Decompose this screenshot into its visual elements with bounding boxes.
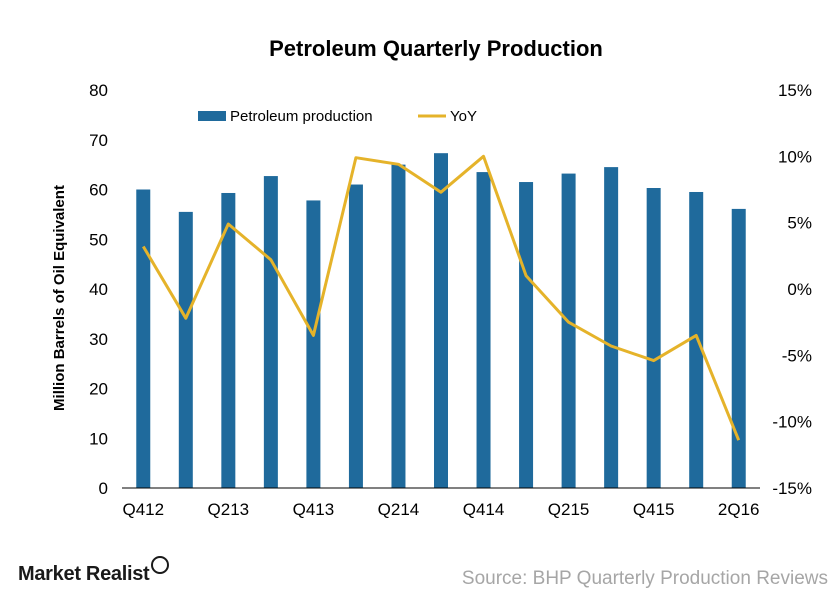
- magnifier-icon: [151, 556, 170, 574]
- chart-title: Petroleum Quarterly Production: [269, 36, 603, 61]
- brand-logo: Market Realist: [18, 556, 170, 586]
- bar: [561, 173, 576, 488]
- y2-tick-label: 15%: [778, 81, 812, 100]
- x-tick-label: 2Q16: [718, 500, 760, 519]
- y-tick-label: 20: [89, 380, 108, 399]
- legend-bar-label: Petroleum production: [230, 108, 373, 125]
- bar: [646, 188, 661, 488]
- bar: [604, 167, 619, 489]
- y2-tick-label: 5%: [787, 214, 812, 233]
- y2-tick-label: 0%: [787, 280, 812, 299]
- y2-tick-label: 10%: [778, 147, 812, 166]
- y-tick-label: 60: [89, 181, 108, 200]
- bar: [178, 211, 193, 488]
- y-tick-label: 0: [99, 479, 108, 498]
- yoy-line: [142, 154, 741, 441]
- chart: Petroleum Quarterly Production Million B…: [51, 36, 812, 519]
- y2-tick-label: -15%: [772, 479, 812, 498]
- source-note: Source: BHP Quarterly Production Reviews: [461, 568, 828, 589]
- x-tick-label: Q412: [122, 500, 164, 519]
- y-tick-label: 70: [89, 131, 108, 150]
- bar: [476, 172, 491, 488]
- brand-name: Market Realist: [18, 563, 150, 585]
- bar: [306, 200, 321, 488]
- y-tick-label: 40: [89, 280, 108, 299]
- y-tick-label: 80: [89, 81, 108, 100]
- bar: [689, 191, 704, 489]
- y2-tick-label: -5%: [782, 346, 812, 365]
- y-tick-label: 30: [89, 330, 108, 349]
- x-tick-label: Q213: [208, 500, 250, 519]
- x-tick-label: Q215: [548, 500, 590, 519]
- x-tick-label: Q413: [293, 500, 335, 519]
- x-tick-label: Q414: [463, 500, 505, 519]
- legend-line-label: YoY: [450, 108, 477, 125]
- bar: [434, 153, 448, 488]
- x-tick-label: Q214: [378, 500, 420, 519]
- bar: [263, 176, 278, 488]
- x-tick-label: Q415: [633, 500, 675, 519]
- y2-tick-label: -10%: [772, 413, 812, 432]
- y-tick-label: 10: [89, 429, 108, 448]
- bar: [348, 184, 363, 488]
- bar: [731, 208, 746, 488]
- bar: [519, 182, 534, 488]
- bar: [136, 189, 151, 488]
- y-tick-label: 50: [89, 230, 108, 249]
- bar: [221, 192, 236, 489]
- legend-bar-swatch: [198, 111, 226, 121]
- y-axis-label: Million Barrels of Oil Equivalent: [51, 185, 68, 411]
- bar: [391, 164, 406, 488]
